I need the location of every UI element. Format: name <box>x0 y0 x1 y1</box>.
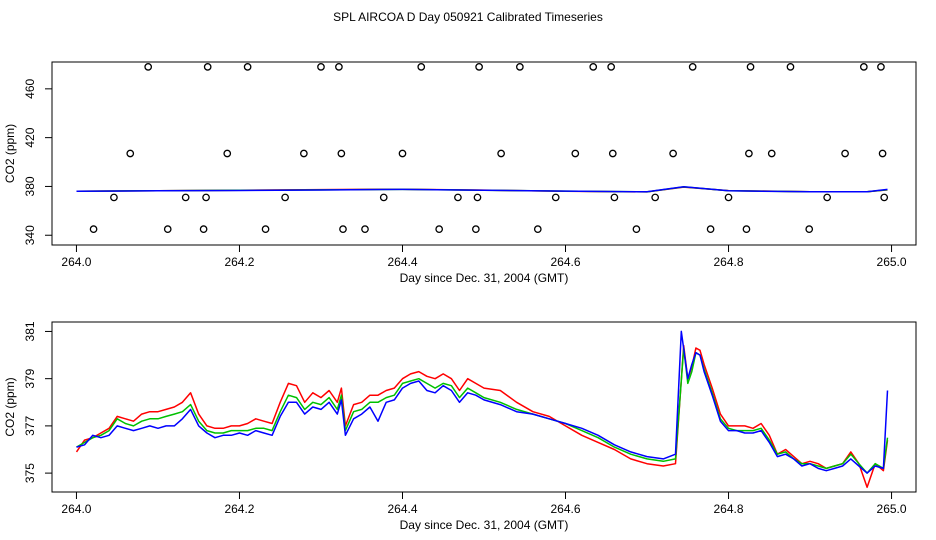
x-tick-label: 265.0 <box>877 255 907 269</box>
calibration-point <box>281 193 289 202</box>
calibration-point <box>767 149 776 158</box>
x-axis-label: Day since Dec. 31, 2004 (GMT) <box>400 271 569 285</box>
calibration-point <box>223 149 232 158</box>
calibration-point <box>497 149 505 158</box>
calibration-point <box>261 225 270 233</box>
calibration-point <box>742 225 751 233</box>
x-tick-label: 264.8 <box>714 502 744 516</box>
calibration-point <box>877 63 885 71</box>
calibration-point <box>880 193 889 202</box>
plot-frame <box>51 61 917 246</box>
calibration-point <box>379 193 388 202</box>
series-line-green <box>76 347 889 474</box>
calibration-point <box>516 63 524 71</box>
y-tick-label: 379 <box>23 368 37 388</box>
calibration-point <box>841 149 849 158</box>
calibration-point <box>610 193 619 202</box>
calibration-point <box>243 63 252 71</box>
calibration-point <box>435 225 444 233</box>
calibration-point <box>398 149 407 158</box>
y-tick-label: 375 <box>23 463 37 483</box>
calibration-point <box>199 225 208 233</box>
calibration-point <box>317 63 325 71</box>
calibration-point <box>608 149 617 158</box>
calibration-point <box>651 193 660 202</box>
y-axis-label: CO2 (ppm) <box>3 124 17 183</box>
calibration-point <box>163 225 172 233</box>
y-tick-label: 460 <box>23 79 37 99</box>
calibration-point <box>746 63 755 71</box>
calibration-point <box>786 63 795 71</box>
chart-title: SPL AIRCOA D Day 050921 Calibrated Times… <box>333 10 603 24</box>
y-tick-label: 420 <box>23 127 37 147</box>
calibration-point <box>688 63 697 71</box>
calibration-point <box>475 63 483 71</box>
calibration-point <box>571 149 580 158</box>
calibration-point <box>89 225 98 233</box>
calibration-point <box>471 225 480 233</box>
calibration-point <box>859 63 868 71</box>
calibration-point <box>805 225 814 233</box>
calibration-point <box>361 225 369 233</box>
calibration-point <box>632 225 641 233</box>
calibration-point <box>203 63 212 71</box>
bottom-panel: 264.0 264.2 264.4 264.6 264.8 265.0 375 377 379 3… <box>3 321 917 532</box>
y-tick-label: 381 <box>23 321 37 341</box>
calibration-point <box>823 193 832 202</box>
x-tick-label: 264.6 <box>550 255 580 269</box>
top-panel: 264.0 264.2 264.4 264.6 264.8 265.0 340 380 420 4… <box>3 61 917 285</box>
calibration-point <box>473 193 482 202</box>
x-tick-label: 264.0 <box>61 502 91 516</box>
calibration-point <box>454 193 462 202</box>
calibration-point <box>607 63 616 71</box>
x-tick-label: 264.0 <box>61 255 91 269</box>
x-tick-label: 264.2 <box>224 502 254 516</box>
calibration-point <box>589 63 598 71</box>
series-line-blue <box>76 185 888 193</box>
x-tick-label: 264.4 <box>387 502 417 516</box>
y-axis-label: CO2 (ppm) <box>3 377 17 436</box>
series-line-red <box>75 344 889 489</box>
calibration-point <box>110 193 118 202</box>
calibration-point <box>417 63 426 71</box>
x-axis-label: Day since Dec. 31, 2004 (GMT) <box>400 518 569 532</box>
plot-frame <box>51 321 917 493</box>
calibration-point <box>669 149 677 158</box>
x-tick-label: 264.2 <box>224 255 254 269</box>
calibration-point <box>878 149 887 158</box>
x-tick-label: 264.4 <box>387 255 417 269</box>
calibration-point <box>202 193 210 202</box>
calibration-point <box>706 225 715 233</box>
calibration-point <box>181 193 190 202</box>
calibration-point <box>745 149 753 158</box>
calibration-point <box>339 225 347 233</box>
y-tick-label: 380 <box>23 176 37 196</box>
series-line-blue <box>76 330 889 474</box>
calibration-point <box>724 193 733 202</box>
y-tick-label: 377 <box>23 416 37 436</box>
calibration-point <box>533 225 542 233</box>
calibration-point <box>126 149 135 158</box>
calibration-point <box>300 149 308 158</box>
x-tick-label: 264.8 <box>714 255 744 269</box>
x-tick-label: 265.0 <box>877 502 907 516</box>
calibration-point <box>551 193 560 202</box>
y-tick-label: 340 <box>23 225 37 245</box>
x-tick-label: 264.6 <box>550 502 580 516</box>
calibration-point <box>335 63 343 71</box>
calibration-point <box>337 149 346 158</box>
calibration-point <box>144 63 153 71</box>
